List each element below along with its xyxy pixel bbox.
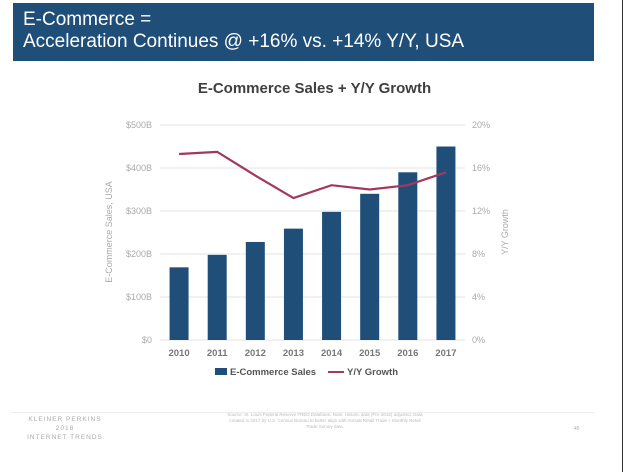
x-tick-label: 2010: [168, 348, 189, 359]
bar-2013: [283, 228, 303, 340]
logo-line-2: 2018: [55, 425, 75, 432]
y2-tick-label: 16%: [472, 163, 490, 173]
footer-divider: [10, 412, 595, 413]
y2-tick-label: 0%: [472, 335, 485, 345]
y2-tick-label: 20%: [472, 120, 490, 130]
bar-2012: [245, 241, 265, 340]
legend-swatch-sales: [215, 368, 227, 375]
chart: $0 0% $100B 4% $200B 8% $300B 12% $400B 16% $500B 2…: [104, 120, 510, 378]
y-tick-label: $200B: [126, 249, 152, 259]
chart-title: E-Commerce Sales + Y/Y Growth: [197, 80, 432, 97]
y2-tick-label: 8%: [472, 249, 485, 259]
bar-2010: [169, 267, 189, 340]
y2-tick-label: 12%: [472, 206, 490, 216]
legend-label-sales: E-Commerce Sales: [230, 367, 316, 378]
bar-2014: [322, 211, 342, 340]
legend-label-growth: Y/Y Growth: [347, 367, 398, 378]
page-number: 45: [574, 426, 580, 432]
bar-2015: [360, 193, 380, 340]
y-tick-label: $400B: [126, 163, 152, 173]
x-tick-label: 2011: [207, 348, 228, 359]
y-axis-label: E-Commerce Sales, USA: [104, 181, 114, 283]
logo-line-3: INTERNET TRENDS: [27, 434, 103, 441]
banner-line-2: Acceleration Continues @ +16% vs. +14% Y…: [23, 31, 465, 52]
x-tick-label: 2012: [245, 348, 266, 359]
source-note: Source: St. Louis Federal Reserve FRED D…: [227, 412, 423, 429]
growth-line: [179, 150, 447, 200]
y-tick-label: $500B: [126, 120, 152, 130]
bar-2017: [436, 146, 456, 340]
bar-2016: [398, 172, 418, 340]
y-tick-label: $100B: [126, 292, 152, 302]
y-tick-label: $0: [142, 335, 152, 345]
x-tick-label: 2013: [283, 348, 304, 359]
x-tick-label: 2014: [321, 348, 343, 359]
x-tick-label: 2015: [359, 348, 381, 359]
x-tick-label: 2016: [397, 348, 418, 359]
bar-2011: [207, 254, 227, 340]
x-tick-label: 2017: [435, 348, 456, 359]
banner-line-1: E-Commerce =: [23, 9, 152, 30]
y2-axis-label: Y/Y Growth: [500, 209, 510, 255]
window-edge: [622, 0, 623, 472]
footer-logo: KLEINER PERKINS 2018 INTERNET TRENDS: [20, 415, 110, 442]
slide-banner: E-Commerce = Acceleration Continues @ +1…: [13, 3, 594, 61]
y-tick-label: $300B: [126, 206, 152, 216]
y2-tick-label: 4%: [472, 292, 485, 302]
logo-line-1: KLEINER PERKINS: [28, 416, 102, 423]
